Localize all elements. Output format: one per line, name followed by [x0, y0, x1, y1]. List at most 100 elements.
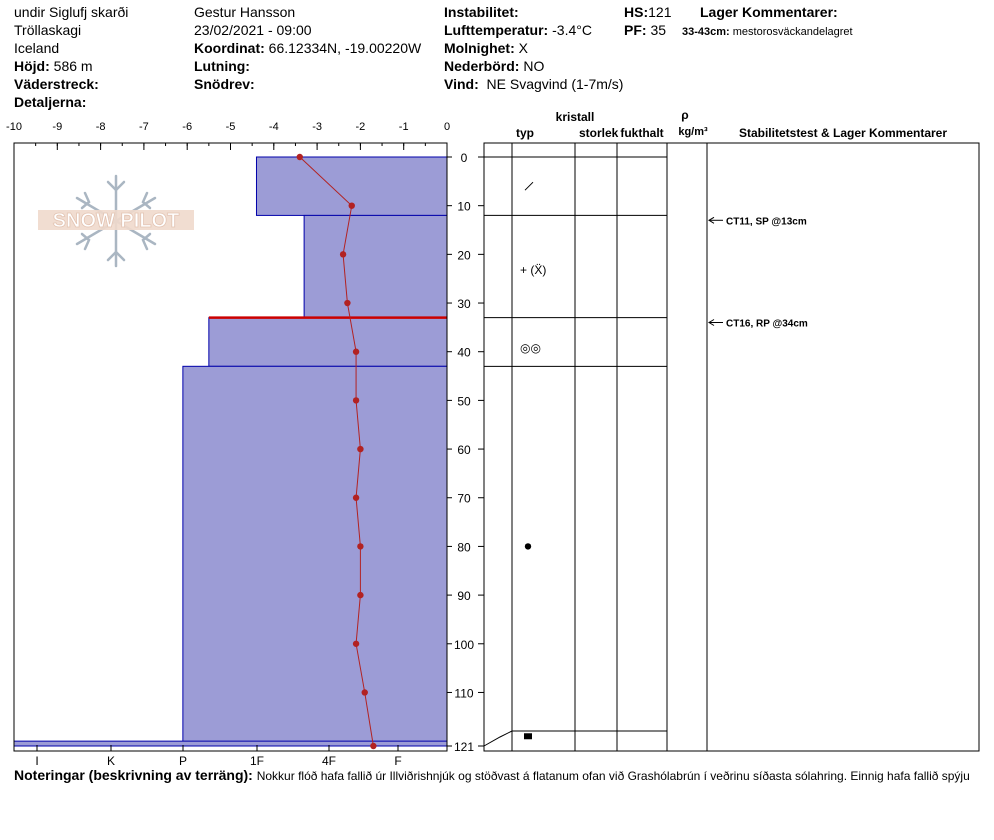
- coord-label: Koordinat:: [194, 40, 265, 56]
- wind-label: Vind:: [444, 76, 479, 92]
- x-tick-label-3: -7: [139, 121, 149, 133]
- depth-label-7: 70: [457, 492, 471, 506]
- grain-symbol-4: [524, 733, 532, 740]
- snow-pit-chart: -10 -9 -8 -7 -6 -5 -4 -3 -2 -1 0I K P 1F 4F F0102030405…: [6, 108, 980, 765]
- precipitation: Nederbörd: NO: [444, 58, 544, 74]
- coordinates: Koordinat: 66.12334N, -19.00220W: [194, 40, 421, 56]
- grain-symbol-3: [524, 543, 532, 550]
- temperature-point-4: [352, 348, 360, 355]
- temperature-point-7: [352, 494, 360, 501]
- hardness-label-0: I: [35, 754, 38, 765]
- precip-value: NO: [523, 58, 545, 74]
- hardness-label-2: P: [179, 754, 187, 765]
- table-layer-connector: [483, 730, 513, 747]
- details-label: Detaljerna:: [14, 94, 87, 110]
- x-tick-label-0: -10: [6, 121, 22, 133]
- header-comments: Stabilitetstest & Lager Kommentarer: [739, 126, 947, 140]
- layer-comment-depth: 33-43cm:: [682, 26, 730, 38]
- temperature-point-2: [339, 251, 347, 258]
- snowpilot-logo: SNOW PILOT: [38, 174, 194, 268]
- x-tick-label-9: -1: [399, 121, 409, 133]
- depth-label-1: 10: [457, 200, 471, 214]
- header-type: typ: [516, 126, 534, 140]
- air-temperature: Lufttemperatur: -3.4°C: [444, 22, 592, 38]
- depth-label-10: 100: [454, 638, 474, 652]
- x-tick-label-1: -9: [52, 121, 62, 133]
- temperature-point-8: [357, 543, 364, 550]
- temperature-point-5: [352, 397, 360, 404]
- x-tick-label-5: -5: [226, 121, 236, 133]
- depth-label-3: 30: [457, 297, 471, 311]
- x-tick-label-2: -8: [96, 121, 106, 133]
- temperature-profile: [296, 153, 377, 750]
- aspect-label: Väderstreck:: [14, 76, 99, 92]
- clouds-label: Molnighet:: [444, 40, 515, 56]
- clouds: Molnighet: X: [444, 40, 528, 56]
- header-moisture: fukthalt: [620, 126, 663, 140]
- temperature-point-9: [357, 591, 364, 599]
- drift-label: Snödrev:: [194, 76, 255, 92]
- x-tick-label-10: 0: [444, 121, 450, 133]
- notes: Noteringar (beskrivning av terräng): Nok…: [14, 767, 980, 783]
- depth-label-8: 80: [457, 540, 471, 554]
- depth-label-11: 110: [454, 686, 473, 700]
- hs: HS:121: [624, 4, 671, 20]
- precip-label: Nederbörd:: [444, 58, 520, 74]
- hardness-label-1: K: [107, 754, 115, 765]
- hs-value: 121: [648, 4, 672, 20]
- temperature-point-12: [370, 742, 377, 750]
- temperature-point-11: [361, 689, 368, 696]
- header-rho: ρ: [681, 108, 688, 122]
- table-border: [483, 142, 980, 752]
- depth-label-2: 20: [457, 248, 471, 262]
- logo-text: SNOW PILOT: [53, 210, 180, 232]
- pf: PF: 35: [624, 22, 666, 38]
- hs-label: HS:: [624, 4, 649, 20]
- depth-label-4: 40: [457, 346, 471, 360]
- hardness-label-3: 1F: [250, 754, 264, 765]
- layer-bar-2: [208, 317, 448, 367]
- notes-text: Nokkur flóð hafa fallið úr Illviðrishnjú…: [256, 769, 970, 783]
- grain-symbol-0: [524, 181, 534, 191]
- header-density-unit: kg/m³: [678, 126, 708, 138]
- temperature-point-0: [296, 153, 303, 161]
- notes-label: Noteringar (beskrivning av terräng):: [14, 767, 253, 783]
- layer-comment-text: mestorosväckandelagret: [732, 26, 853, 38]
- x-tick-label-6: -4: [269, 121, 279, 133]
- hardness-label-5: F: [394, 754, 401, 765]
- layer-comment: 33-43cm: mestorosväckandelagret: [682, 24, 853, 40]
- test-label-0: CT11, SP @13cm: [726, 216, 807, 227]
- pf-value: 35: [650, 22, 667, 38]
- elevation: Höjd: 586 m: [14, 58, 93, 74]
- elevation-value: 586 m: [53, 58, 93, 74]
- layer-comments-label: Lager Kommentarer:: [700, 4, 838, 20]
- airtemp-value: -3.4°C: [552, 22, 592, 38]
- layers-group: [13, 156, 448, 747]
- x-tick-label-8: -2: [356, 121, 366, 133]
- layer-bar-1: [303, 214, 448, 319]
- x-tick-label-4: -6: [182, 121, 192, 133]
- grain-symbol-1: + (Ẍ): [520, 263, 546, 277]
- depth-label-5: 50: [457, 394, 471, 408]
- layer-bar-3: [182, 365, 448, 747]
- temperature-point-10: [352, 640, 360, 647]
- coord-value: 66.12334N, -19.00220W: [268, 40, 422, 56]
- hardness-label-4: 4F: [322, 754, 336, 765]
- airtemp-label: Lufttemperatur:: [444, 22, 549, 38]
- header-size: storlek: [579, 126, 619, 140]
- pf-label: PF:: [624, 22, 647, 38]
- axes: -10 -9 -8 -7 -6 -5 -4 -3 -2 -1 0I K P 1F 4F F0102030405…: [6, 121, 485, 765]
- observation-table: kristall typ storlek fukthalt ρ kg/m³ Stabilit…: [483, 108, 980, 752]
- location: undir Siglufj skarði: [14, 4, 129, 20]
- temperature-point-6: [357, 445, 364, 453]
- grain-symbol-2: ◎◎: [520, 341, 541, 355]
- instability-label: Instabilitet:: [444, 4, 519, 20]
- test-label-1: CT16, RP @34cm: [726, 319, 808, 330]
- x-tick-label-7: -3: [312, 121, 322, 133]
- wind-value: NE Svagvind (1-7m/s): [486, 76, 624, 92]
- temperature-point-3: [344, 299, 351, 307]
- depth-label-12: 121: [454, 740, 474, 754]
- region: Tröllaskagi: [14, 22, 82, 38]
- depth-label-0: 0: [461, 151, 468, 165]
- slope-label: Lutning:: [194, 58, 250, 74]
